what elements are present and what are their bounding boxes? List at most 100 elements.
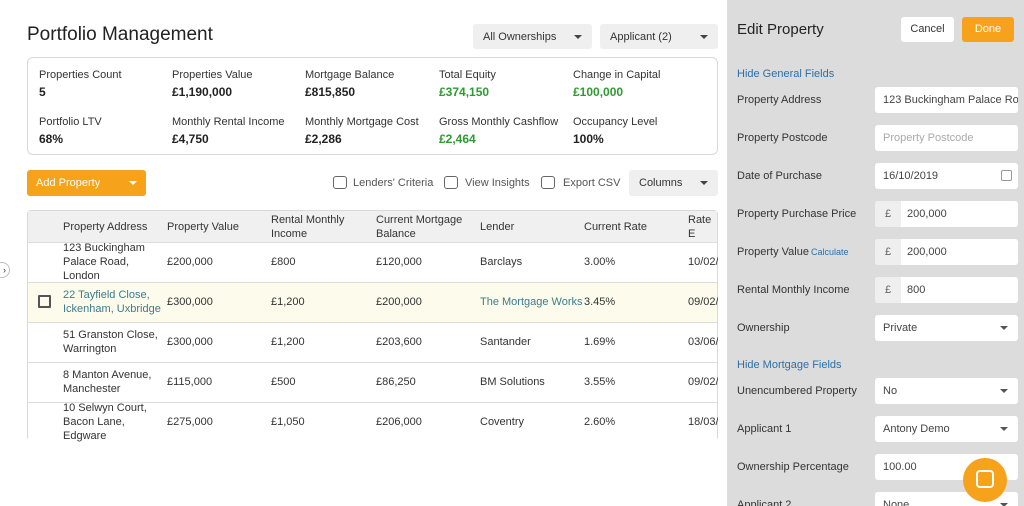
action-icon[interactable] (333, 176, 347, 189)
field-label: Ownership (737, 322, 790, 334)
table-row[interactable] (28, 282, 717, 322)
stat-value: £815,850 (305, 85, 356, 99)
table-cell: 03/06/ (688, 336, 718, 348)
toolbar-action[interactable]: Lenders' Criteria (353, 177, 434, 189)
table-header-bg (28, 211, 717, 242)
stat-label: Total Equity (439, 69, 496, 81)
stat-value: £4,750 (172, 132, 209, 146)
select-caret (1000, 503, 1008, 506)
stat-label: Change in Capital (573, 69, 661, 81)
column-header: Lender (480, 220, 515, 233)
stat-value: 100% (573, 132, 604, 146)
table-cell: BM Solutions (480, 376, 545, 388)
table-cell: £1,050 (271, 416, 305, 428)
field-label: Date of Purchase (737, 170, 822, 182)
table-cell: £300,000 (167, 296, 213, 308)
column-header: Rental Monthly Income (271, 213, 345, 240)
input-value: 800 (907, 284, 926, 296)
table-cell: 8 Manton Avenue, Manchester (63, 369, 152, 395)
table-row[interactable] (28, 362, 717, 402)
section-toggle[interactable]: Hide General Fields (737, 68, 835, 80)
stats-box (27, 57, 718, 155)
filter-dropdown[interactable]: Applicant (2) (600, 24, 718, 49)
action-icon[interactable] (444, 176, 458, 189)
select-field[interactable]: No (875, 378, 1018, 404)
table-cell: 2.60% (584, 416, 616, 428)
table-cell: £86,250 (376, 376, 416, 388)
table-cell: £115,000 (167, 376, 213, 388)
input-field[interactable]: 123 Buckingham Palace Road (875, 87, 1018, 113)
field-label: Property Purchase Price (737, 208, 857, 220)
done-button[interactable]: Done (962, 17, 1014, 42)
input-value: 200,000 (907, 246, 947, 258)
table-cell: £206,000 (376, 416, 422, 428)
chat-button[interactable] (963, 458, 1007, 502)
input-field[interactable]: Property Postcode (875, 125, 1018, 151)
field-label: Property Address (737, 94, 822, 106)
field-label: Property Postcode (737, 132, 828, 144)
input-prefix: £ (875, 201, 901, 227)
cancel-button[interactable]: Cancel (901, 17, 954, 42)
table-row[interactable] (28, 402, 717, 442)
stat-label: Gross Monthly Cashflow (439, 116, 559, 128)
input-field[interactable]: 16/10/2019 (875, 163, 1018, 189)
field-label: Unencumbered Property (737, 385, 857, 397)
stat-value: £2,464 (439, 132, 476, 146)
select-field[interactable]: Antony Demo (875, 416, 1018, 442)
column-header: Property Address (63, 220, 148, 233)
select-caret (1000, 326, 1008, 334)
field-label: Applicant 2 (737, 499, 792, 506)
stat-label: Occupancy Level (573, 116, 658, 128)
input-field[interactable]: £800 (875, 277, 1018, 303)
stat-label: Properties Count (39, 69, 122, 81)
field-label: Rental Monthly Income (737, 284, 850, 296)
input-value: None (883, 499, 910, 506)
input-value: 123 Buckingham Palace Road (883, 94, 1018, 106)
columns-dropdown[interactable]: Columns (629, 170, 718, 196)
filter-dropdown[interactable]: All Ownerships (473, 24, 592, 49)
table-cell: £200,000 (376, 296, 422, 308)
toolbar-action[interactable]: Export CSV (563, 177, 621, 189)
toolbar-action[interactable]: View Insights (465, 177, 530, 189)
column-header: Current Mortgage Balance (376, 213, 463, 240)
table-row[interactable] (28, 242, 717, 282)
table-cell: 3.45% (584, 296, 616, 308)
table-cell: Barclays (480, 256, 523, 268)
input-value: 200,000 (907, 208, 947, 220)
column-header: Property Value (167, 220, 239, 233)
input-prefix: £ (875, 239, 901, 265)
table-cell: 1.69% (584, 336, 616, 348)
action-icon[interactable] (541, 176, 555, 189)
table-cell: 3.00% (584, 256, 616, 268)
stat-value: 5 (39, 85, 46, 99)
select-field[interactable]: Private (875, 315, 1018, 341)
table-cell: £300,000 (167, 336, 213, 348)
table-cell: £203,600 (376, 336, 422, 348)
stat-value: £100,000 (573, 85, 624, 99)
table-cell: £275,000 (167, 416, 213, 428)
building-icon (38, 295, 51, 308)
stat-label: Properties Value (172, 69, 253, 81)
field-label: Ownership Percentage (737, 461, 849, 473)
table-cell: The Mortgage Works (480, 296, 583, 308)
input-value: 100.00 (883, 461, 917, 473)
column-header: Current Rate (584, 220, 647, 233)
stat-label: Monthly Mortgage Cost (305, 116, 419, 128)
add-property-button[interactable]: Add Property (27, 170, 146, 196)
stat-value: £374,150 (439, 85, 490, 99)
input-field[interactable]: £200,000 (875, 239, 1018, 265)
chat-icon (976, 470, 994, 488)
table-cell: 09/02/ (688, 376, 718, 388)
stat-value: £1,190,000 (172, 85, 233, 99)
section-toggle[interactable]: Hide Mortgage Fields (737, 359, 842, 371)
calculate-link[interactable]: Calculate (811, 247, 849, 257)
input-value: Antony Demo (883, 423, 950, 435)
input-value: 16/10/2019 (883, 170, 939, 182)
input-placeholder: Property Postcode (883, 132, 974, 144)
input-value: No (883, 385, 898, 397)
input-field[interactable]: £200,000 (875, 201, 1018, 227)
table-row[interactable] (28, 322, 717, 362)
table-cell: £120,000 (376, 256, 422, 268)
stat-value: 68% (39, 132, 64, 146)
